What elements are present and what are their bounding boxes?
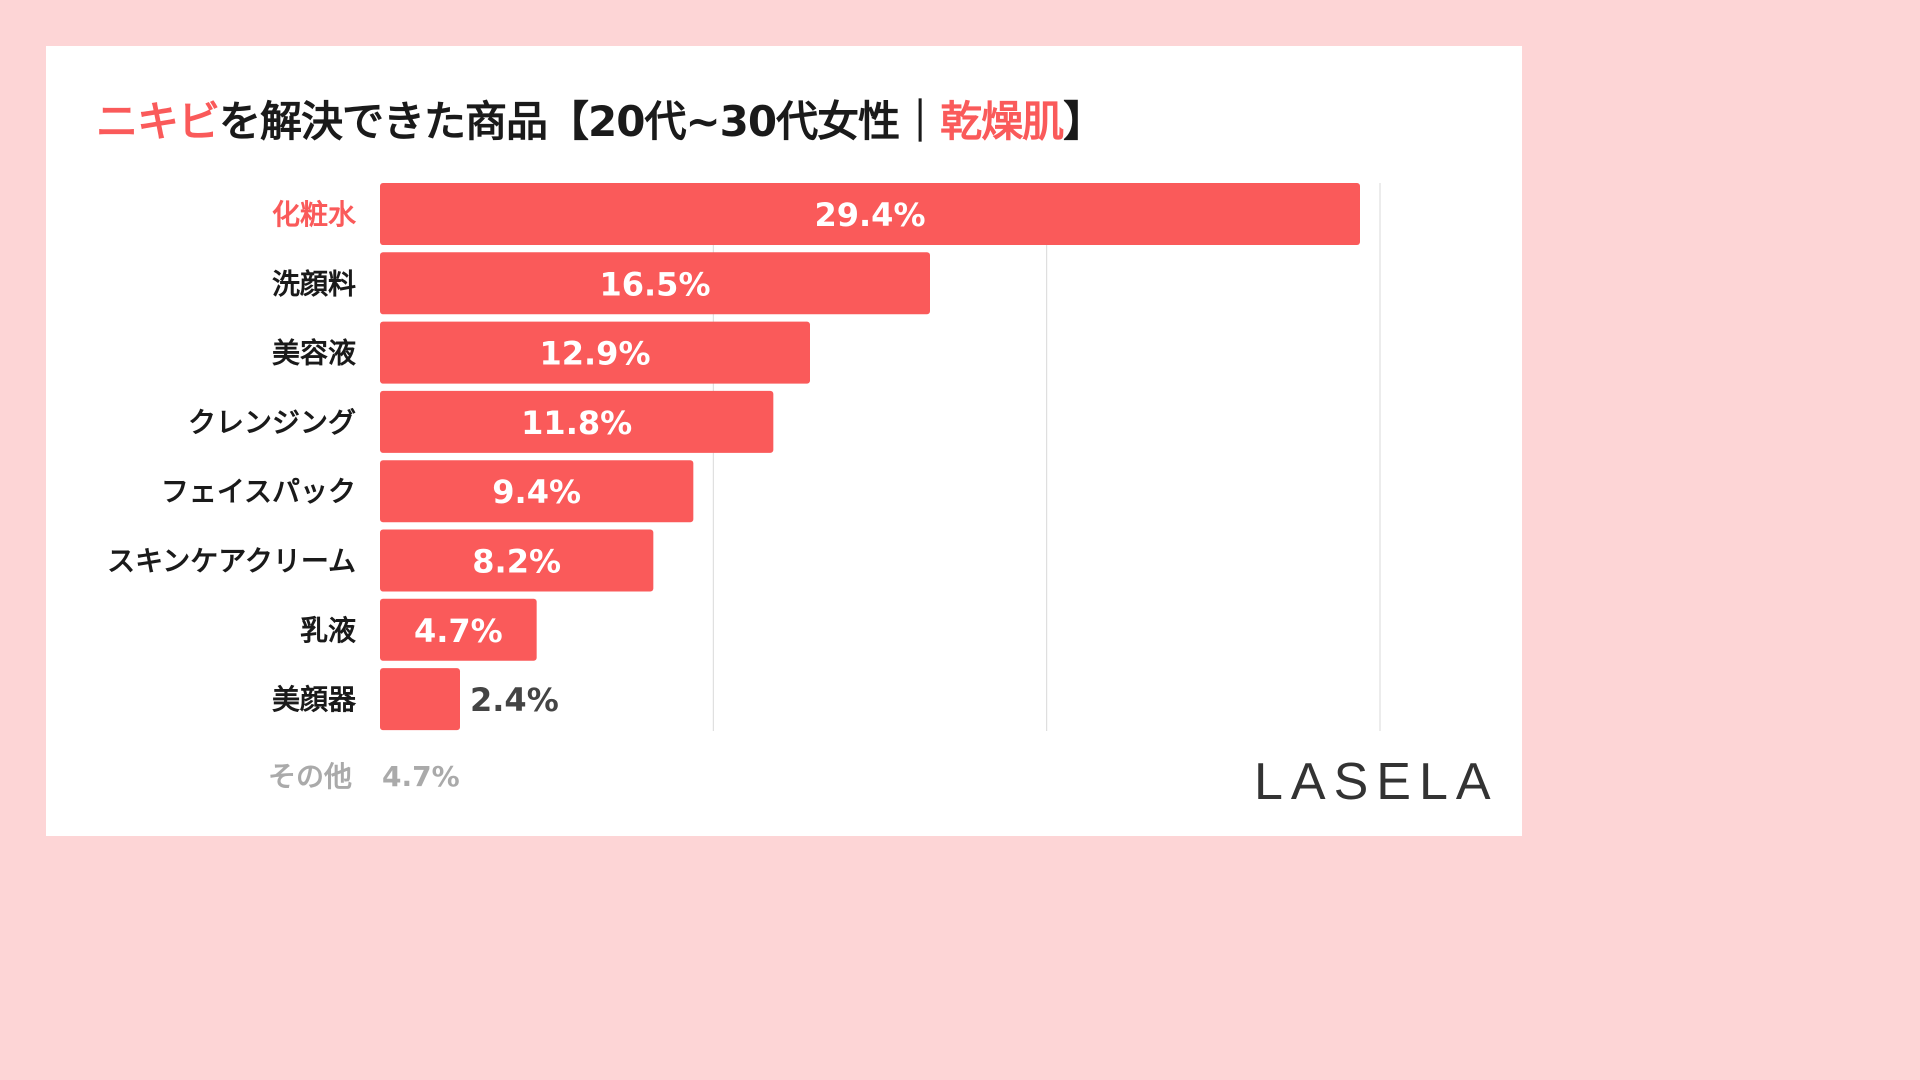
bar — [380, 390, 774, 453]
title-skin-type: 乾燥肌 — [940, 97, 1064, 146]
category-label: 化粧水 — [272, 198, 357, 231]
chart-card — [46, 46, 1522, 836]
bar — [380, 252, 930, 315]
title-bracket: 】 — [1063, 97, 1105, 146]
bar — [380, 529, 654, 592]
category-label: 乳液 — [300, 614, 356, 647]
category-label: フェイスパック — [161, 475, 356, 508]
bar — [380, 598, 537, 661]
data-label: 9.4% — [492, 473, 581, 511]
bar — [380, 460, 694, 523]
title-main: を解決できた商品【20代~30代女性｜ — [219, 97, 941, 146]
data-label: 11.8% — [521, 404, 632, 442]
data-label: 2.4% — [470, 681, 559, 719]
data-label: 16.5% — [599, 265, 710, 303]
bar — [380, 668, 460, 731]
data-label: 29.4% — [814, 196, 925, 234]
title-accent: ニキビ — [96, 97, 220, 146]
category-label: 洗顔料 — [272, 267, 356, 300]
data-label: 4.7% — [414, 612, 503, 650]
category-label: 美容液 — [272, 337, 356, 370]
category-label: スキンケアクリーム — [107, 545, 356, 578]
other-value: 4.7% — [382, 760, 460, 793]
other-note: その他 4.7% — [268, 755, 490, 795]
data-label: 12.9% — [539, 335, 650, 373]
lasela-logo: LASELA — [1254, 753, 1499, 811]
chart-title: ニキビを解決できた商品【20代~30代女性｜乾燥肌】 — [96, 88, 1105, 149]
bar — [380, 183, 1360, 245]
other-label: その他 — [268, 760, 353, 793]
bar — [380, 321, 810, 384]
bar-chart: 化粧水 29.4% 洗顔料 16.5% 美容液 12.9% クレンジング 11.8% フェイスパ… — [107, 183, 1381, 731]
data-label: 8.2% — [472, 543, 561, 581]
category-label: クレンジング — [188, 406, 356, 439]
category-label: 美顔器 — [272, 683, 357, 716]
